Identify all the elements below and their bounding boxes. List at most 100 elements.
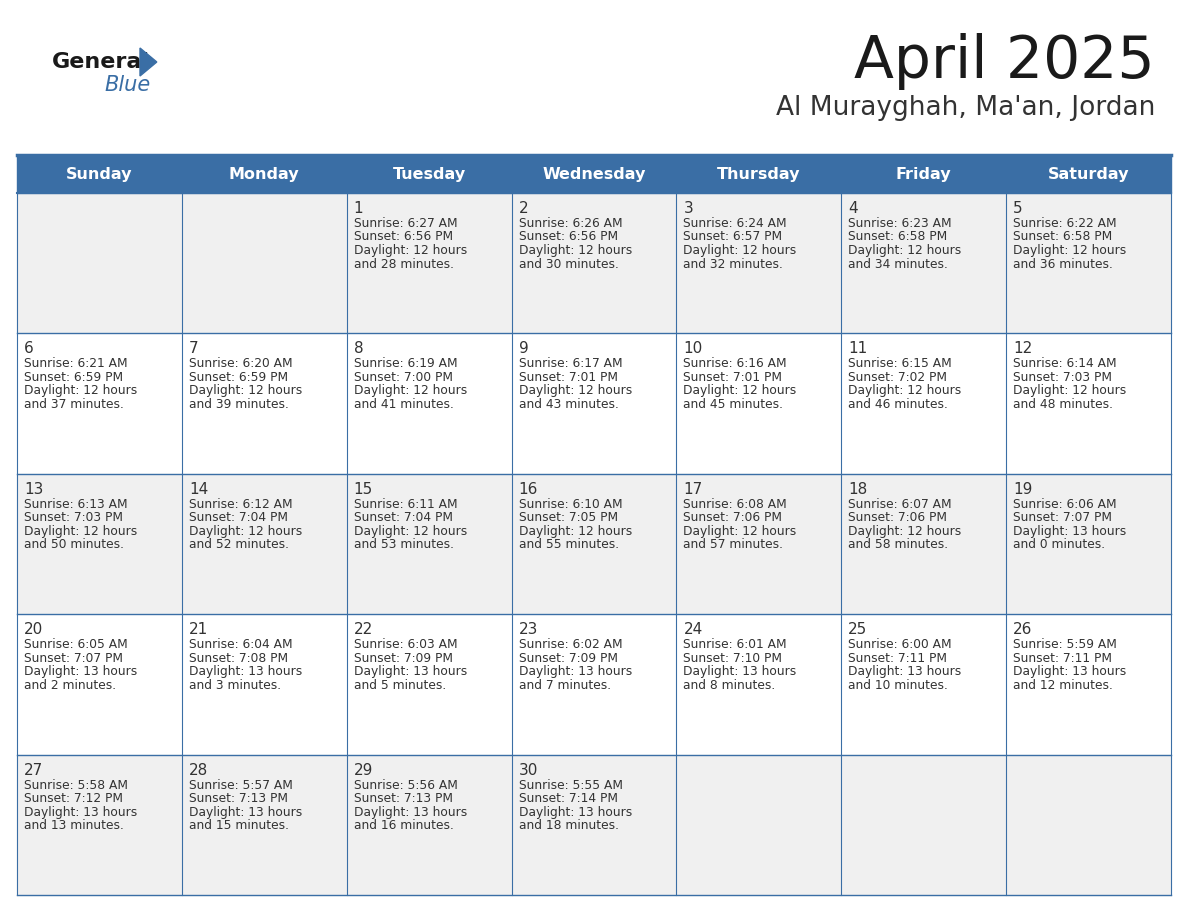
Text: and 30 minutes.: and 30 minutes. bbox=[519, 258, 619, 271]
Text: Daylight: 12 hours: Daylight: 12 hours bbox=[683, 525, 797, 538]
Text: and 12 minutes.: and 12 minutes. bbox=[1013, 678, 1113, 691]
Text: 26: 26 bbox=[1013, 622, 1032, 637]
Text: Sunset: 6:56 PM: Sunset: 6:56 PM bbox=[354, 230, 453, 243]
Bar bbox=[17, 755, 1171, 895]
Text: Daylight: 12 hours: Daylight: 12 hours bbox=[1013, 385, 1126, 397]
Text: Daylight: 12 hours: Daylight: 12 hours bbox=[519, 525, 632, 538]
Text: Sunrise: 6:00 AM: Sunrise: 6:00 AM bbox=[848, 638, 952, 651]
Text: Sunday: Sunday bbox=[67, 166, 133, 182]
Text: Sunrise: 6:20 AM: Sunrise: 6:20 AM bbox=[189, 357, 292, 370]
Text: Sunset: 6:58 PM: Sunset: 6:58 PM bbox=[848, 230, 948, 243]
Text: Sunset: 7:07 PM: Sunset: 7:07 PM bbox=[1013, 511, 1112, 524]
Text: Sunrise: 6:27 AM: Sunrise: 6:27 AM bbox=[354, 217, 457, 230]
Text: Daylight: 13 hours: Daylight: 13 hours bbox=[354, 666, 467, 678]
Bar bbox=[17, 193, 1171, 333]
Bar bbox=[17, 474, 1171, 614]
Text: Sunrise: 6:03 AM: Sunrise: 6:03 AM bbox=[354, 638, 457, 651]
Text: Sunrise: 6:16 AM: Sunrise: 6:16 AM bbox=[683, 357, 788, 370]
Text: Sunrise: 6:04 AM: Sunrise: 6:04 AM bbox=[189, 638, 292, 651]
Text: Sunset: 7:13 PM: Sunset: 7:13 PM bbox=[189, 792, 287, 805]
Text: Sunset: 7:01 PM: Sunset: 7:01 PM bbox=[683, 371, 783, 384]
Text: Wednesday: Wednesday bbox=[542, 166, 646, 182]
Text: Sunrise: 6:22 AM: Sunrise: 6:22 AM bbox=[1013, 217, 1117, 230]
Text: and 43 minutes.: and 43 minutes. bbox=[519, 397, 619, 411]
Bar bbox=[17, 155, 1171, 193]
Text: Blue: Blue bbox=[105, 75, 150, 95]
Text: Daylight: 13 hours: Daylight: 13 hours bbox=[1013, 525, 1126, 538]
Text: 18: 18 bbox=[848, 482, 867, 497]
Text: Tuesday: Tuesday bbox=[392, 166, 466, 182]
Text: 16: 16 bbox=[519, 482, 538, 497]
Text: Daylight: 12 hours: Daylight: 12 hours bbox=[24, 385, 138, 397]
Text: and 2 minutes.: and 2 minutes. bbox=[24, 678, 116, 691]
Text: and 53 minutes.: and 53 minutes. bbox=[354, 538, 454, 552]
Text: 28: 28 bbox=[189, 763, 208, 778]
Text: and 18 minutes.: and 18 minutes. bbox=[519, 819, 619, 832]
Text: Sunset: 7:07 PM: Sunset: 7:07 PM bbox=[24, 652, 124, 665]
Text: and 15 minutes.: and 15 minutes. bbox=[189, 819, 289, 832]
Text: 1: 1 bbox=[354, 201, 364, 216]
Text: 10: 10 bbox=[683, 341, 702, 356]
Text: Daylight: 13 hours: Daylight: 13 hours bbox=[683, 666, 797, 678]
Text: Sunset: 6:59 PM: Sunset: 6:59 PM bbox=[189, 371, 287, 384]
Text: Sunrise: 6:17 AM: Sunrise: 6:17 AM bbox=[519, 357, 623, 370]
Text: Sunset: 7:03 PM: Sunset: 7:03 PM bbox=[1013, 371, 1112, 384]
Text: Daylight: 12 hours: Daylight: 12 hours bbox=[354, 385, 467, 397]
Text: Sunrise: 6:24 AM: Sunrise: 6:24 AM bbox=[683, 217, 788, 230]
Text: and 55 minutes.: and 55 minutes. bbox=[519, 538, 619, 552]
Text: Daylight: 12 hours: Daylight: 12 hours bbox=[519, 385, 632, 397]
Text: 22: 22 bbox=[354, 622, 373, 637]
Text: and 45 minutes.: and 45 minutes. bbox=[683, 397, 783, 411]
Text: and 8 minutes.: and 8 minutes. bbox=[683, 678, 776, 691]
Text: Friday: Friday bbox=[896, 166, 952, 182]
Text: 21: 21 bbox=[189, 622, 208, 637]
Text: Sunset: 7:08 PM: Sunset: 7:08 PM bbox=[189, 652, 287, 665]
Text: Al Murayghah, Ma'an, Jordan: Al Murayghah, Ma'an, Jordan bbox=[776, 95, 1155, 121]
Text: 17: 17 bbox=[683, 482, 702, 497]
Text: 4: 4 bbox=[848, 201, 858, 216]
Text: Sunrise: 6:13 AM: Sunrise: 6:13 AM bbox=[24, 498, 127, 510]
Text: and 58 minutes.: and 58 minutes. bbox=[848, 538, 948, 552]
Text: and 7 minutes.: and 7 minutes. bbox=[519, 678, 611, 691]
Text: Sunrise: 6:26 AM: Sunrise: 6:26 AM bbox=[519, 217, 623, 230]
Bar bbox=[17, 333, 1171, 474]
Text: Daylight: 12 hours: Daylight: 12 hours bbox=[848, 244, 961, 257]
Text: Daylight: 12 hours: Daylight: 12 hours bbox=[354, 525, 467, 538]
Text: General: General bbox=[52, 52, 150, 72]
Text: 19: 19 bbox=[1013, 482, 1032, 497]
Text: 6: 6 bbox=[24, 341, 33, 356]
Bar bbox=[17, 614, 1171, 755]
Text: Daylight: 12 hours: Daylight: 12 hours bbox=[354, 244, 467, 257]
Text: 25: 25 bbox=[848, 622, 867, 637]
Text: 29: 29 bbox=[354, 763, 373, 778]
Text: and 13 minutes.: and 13 minutes. bbox=[24, 819, 124, 832]
Text: 7: 7 bbox=[189, 341, 198, 356]
Text: and 3 minutes.: and 3 minutes. bbox=[189, 678, 282, 691]
Text: and 34 minutes.: and 34 minutes. bbox=[848, 258, 948, 271]
Text: Sunset: 7:05 PM: Sunset: 7:05 PM bbox=[519, 511, 618, 524]
Text: Sunset: 7:06 PM: Sunset: 7:06 PM bbox=[683, 511, 783, 524]
Text: Sunrise: 6:06 AM: Sunrise: 6:06 AM bbox=[1013, 498, 1117, 510]
Text: and 39 minutes.: and 39 minutes. bbox=[189, 397, 289, 411]
Text: and 16 minutes.: and 16 minutes. bbox=[354, 819, 454, 832]
Text: Sunset: 7:02 PM: Sunset: 7:02 PM bbox=[848, 371, 947, 384]
Text: Monday: Monday bbox=[229, 166, 299, 182]
Text: Sunset: 7:04 PM: Sunset: 7:04 PM bbox=[189, 511, 287, 524]
Text: Daylight: 13 hours: Daylight: 13 hours bbox=[848, 666, 961, 678]
Text: and 46 minutes.: and 46 minutes. bbox=[848, 397, 948, 411]
Text: Sunset: 7:09 PM: Sunset: 7:09 PM bbox=[354, 652, 453, 665]
Text: and 52 minutes.: and 52 minutes. bbox=[189, 538, 289, 552]
Text: Daylight: 12 hours: Daylight: 12 hours bbox=[848, 385, 961, 397]
Text: 2: 2 bbox=[519, 201, 529, 216]
Text: Daylight: 12 hours: Daylight: 12 hours bbox=[683, 244, 797, 257]
Text: and 32 minutes.: and 32 minutes. bbox=[683, 258, 783, 271]
Text: Daylight: 12 hours: Daylight: 12 hours bbox=[189, 385, 302, 397]
Text: and 28 minutes.: and 28 minutes. bbox=[354, 258, 454, 271]
Text: Daylight: 12 hours: Daylight: 12 hours bbox=[519, 244, 632, 257]
Text: Daylight: 13 hours: Daylight: 13 hours bbox=[24, 666, 138, 678]
Text: Daylight: 13 hours: Daylight: 13 hours bbox=[24, 806, 138, 819]
Text: Daylight: 12 hours: Daylight: 12 hours bbox=[1013, 244, 1126, 257]
Text: 9: 9 bbox=[519, 341, 529, 356]
Text: and 0 minutes.: and 0 minutes. bbox=[1013, 538, 1105, 552]
Text: Daylight: 13 hours: Daylight: 13 hours bbox=[1013, 666, 1126, 678]
